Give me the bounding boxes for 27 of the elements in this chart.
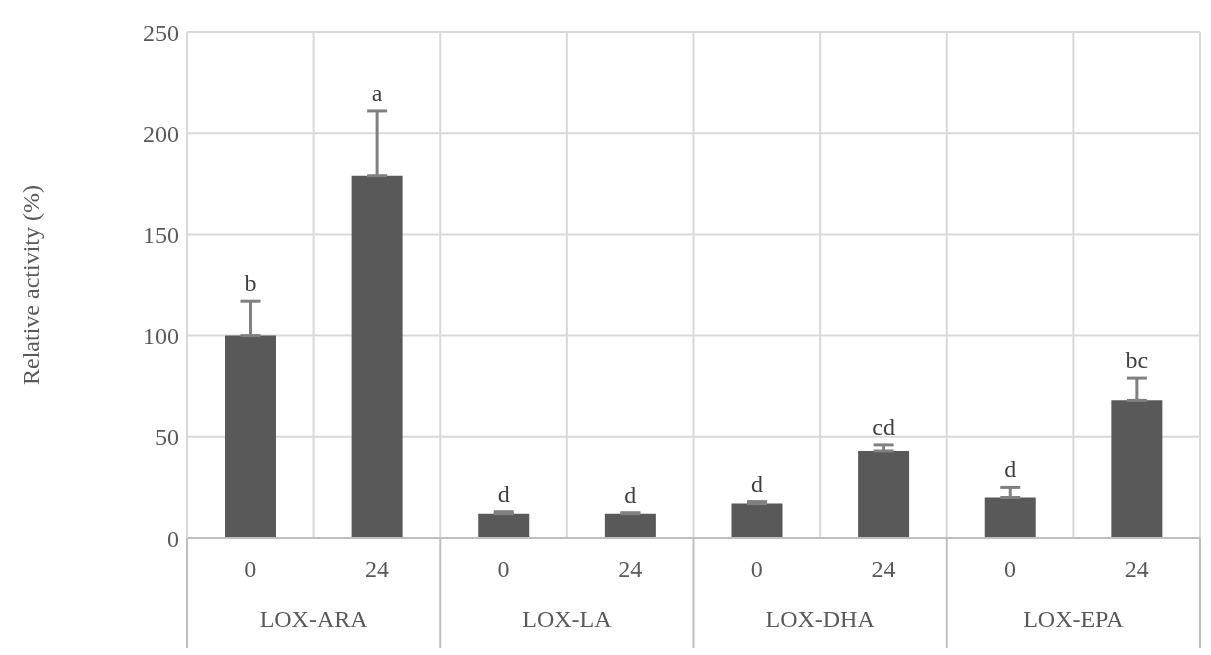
data-label: d xyxy=(750,470,763,497)
x-tick-label: 0 xyxy=(750,556,763,583)
text: LOX-EPA xyxy=(1023,606,1125,632)
text: LOX-LA xyxy=(522,606,613,632)
x-tick-label: 0 xyxy=(497,556,510,583)
y-tick-label: 0 xyxy=(167,525,179,552)
data-label: b xyxy=(244,270,257,297)
data-label: cd xyxy=(872,413,895,440)
data-label: d xyxy=(624,481,637,508)
x-tick-label: 24 xyxy=(871,556,896,583)
data-label: a xyxy=(371,79,383,106)
y-tick-label: 250 xyxy=(143,19,179,46)
x-tick-label: 24 xyxy=(618,556,643,583)
text: LOX-DHA xyxy=(765,606,876,632)
x-tick-label: 0 xyxy=(244,556,257,583)
data-label: bc xyxy=(1125,347,1149,374)
data-label: d xyxy=(1004,456,1017,483)
y-tick-label: 200 xyxy=(143,120,179,147)
y-tick-label: 50 xyxy=(155,424,179,451)
y-tick-label: 150 xyxy=(143,221,179,248)
x-tick-label: 24 xyxy=(1124,556,1149,583)
x-tick-label: 24 xyxy=(364,556,389,583)
y-axis-title: Relative activity (%) xyxy=(17,185,44,385)
x-tick-label: 0 xyxy=(1004,556,1017,583)
text: LOX-ARA xyxy=(259,606,369,632)
data-label: d xyxy=(497,480,510,507)
y-tick-label: 100 xyxy=(143,323,179,350)
